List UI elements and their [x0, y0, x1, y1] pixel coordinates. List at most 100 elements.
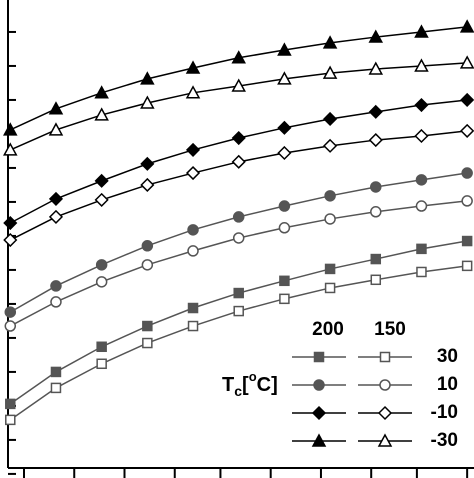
- data-point: [415, 200, 428, 212]
- data-point: [48, 209, 64, 224]
- data-point: [140, 95, 155, 109]
- legend-title-sub: c: [234, 383, 242, 399]
- data-point: [370, 181, 382, 193]
- data-point: [50, 366, 62, 378]
- data-point: [185, 85, 201, 99]
- data-point: [140, 177, 155, 193]
- legend-label: 30: [437, 346, 458, 367]
- data-point: [368, 104, 383, 119]
- data-point: [48, 191, 64, 206]
- legend-label: -30: [431, 430, 458, 451]
- data-point: [459, 19, 474, 33]
- data-point: [461, 167, 473, 179]
- data-point: [94, 173, 109, 188]
- series-line: [9, 130, 468, 241]
- data-point: [416, 266, 427, 278]
- data-point: [141, 240, 154, 252]
- data-point: [370, 253, 382, 265]
- data-point: [370, 206, 382, 218]
- data-point: [231, 130, 246, 146]
- legend-label: -10: [431, 402, 458, 423]
- data-point: [94, 192, 109, 207]
- data-point: [277, 120, 292, 135]
- data-point: [185, 60, 201, 74]
- data-point: [461, 260, 473, 272]
- data-point: [278, 200, 291, 212]
- data-point: [414, 128, 429, 144]
- data-point: [322, 65, 338, 79]
- data-point: [461, 195, 473, 207]
- data-point: [187, 320, 199, 332]
- data-point: [414, 58, 429, 72]
- data-point: [141, 259, 154, 271]
- data-point: [459, 55, 474, 69]
- data-point: [460, 92, 474, 108]
- legend-title-main: T: [222, 374, 234, 396]
- data-point: [187, 224, 199, 236]
- data-point: [323, 111, 338, 127]
- legend-title-close: C]: [257, 374, 278, 396]
- data-point: [460, 123, 474, 138]
- data-point: [95, 259, 108, 271]
- data-point: [94, 85, 109, 99]
- data-point: [96, 358, 107, 370]
- legend-label: 10: [437, 374, 458, 395]
- data-point: [48, 122, 64, 136]
- data-point: [142, 337, 153, 349]
- data-point: [94, 107, 109, 121]
- data-point: [185, 142, 201, 157]
- data-point: [142, 320, 153, 332]
- data-point: [277, 42, 292, 56]
- data-point: [368, 133, 383, 148]
- series-line: [9, 26, 468, 131]
- legend-column: 200: [312, 319, 344, 340]
- legend-title: Tc[oC]: [222, 369, 278, 398]
- data-point: [231, 50, 246, 64]
- legend-marker: [311, 405, 327, 421]
- data-point: [187, 245, 199, 257]
- data-point: [48, 101, 64, 115]
- data-point: [95, 276, 108, 288]
- data-point: [3, 122, 18, 136]
- data-point: [232, 211, 245, 223]
- data-point: [368, 29, 384, 43]
- legend-marker: [377, 433, 393, 447]
- data-point: [324, 190, 336, 202]
- legend-marker: [377, 405, 393, 421]
- data-point: [278, 222, 291, 234]
- data-point: [187, 302, 199, 314]
- data-point: [322, 35, 338, 49]
- legend-marker: [379, 379, 391, 391]
- data-point: [368, 61, 384, 75]
- data-point: [3, 215, 18, 231]
- legend-title-open: [: [242, 374, 249, 396]
- data-point: [4, 306, 17, 318]
- data-point: [140, 156, 155, 171]
- legend-marker: [311, 433, 327, 447]
- data-point: [414, 24, 429, 38]
- data-point: [231, 154, 246, 169]
- data-point: [185, 165, 201, 181]
- data-point: [370, 274, 382, 286]
- data-point: [50, 280, 62, 292]
- data-point: [277, 71, 292, 85]
- data-point: [3, 232, 18, 248]
- data-point: [5, 414, 16, 426]
- data-point: [415, 174, 428, 186]
- legend-marker: [313, 379, 325, 391]
- data-point: [324, 263, 336, 275]
- data-point: [279, 293, 290, 305]
- data-point: [279, 275, 290, 287]
- data-point: [3, 142, 18, 156]
- data-point: [232, 232, 245, 244]
- data-point: [416, 243, 427, 255]
- data-point: [50, 296, 62, 308]
- data-point: [414, 97, 429, 113]
- data-point: [461, 235, 473, 247]
- data-point: [231, 78, 246, 92]
- data-point: [323, 138, 338, 153]
- data-point: [50, 382, 62, 394]
- data-point: [5, 398, 16, 410]
- data-point: [324, 213, 336, 225]
- legend-title-sup: o: [249, 369, 257, 384]
